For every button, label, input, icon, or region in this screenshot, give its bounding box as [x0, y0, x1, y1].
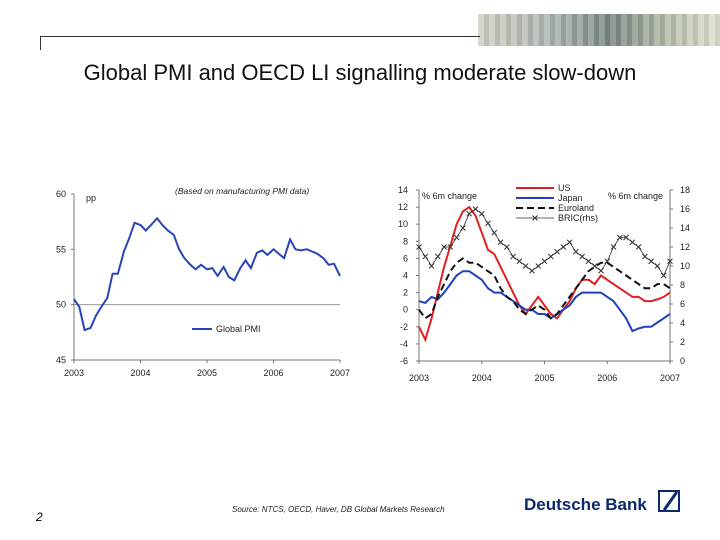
li-right-tick-label: 8 — [680, 280, 685, 290]
bric-rhs-marker — [554, 248, 560, 255]
bric-rhs-marker — [529, 267, 535, 274]
li-right-tick-label: 6 — [680, 299, 685, 309]
li-left-tick-label: 8 — [403, 236, 408, 246]
bric-rhs-marker — [485, 220, 491, 227]
bric-rhs-marker — [547, 253, 554, 260]
li-x-tick-label: 2003 — [409, 373, 429, 383]
pmi-x-tick-label: 2006 — [263, 368, 283, 378]
header-divider-tick — [40, 36, 41, 50]
li-right-axis-label: % 6m change — [608, 191, 663, 201]
bric-rhs-marker — [453, 234, 460, 241]
bric-rhs-marker — [535, 263, 542, 269]
li-left-tick-label: 14 — [398, 185, 408, 195]
bric-rhs-marker — [642, 253, 648, 260]
bric-rhs-marker — [460, 225, 466, 231]
bric-rhs-marker — [667, 258, 673, 265]
bric-rhs-marker — [466, 210, 473, 217]
li-x-tick-label: 2007 — [660, 373, 680, 383]
li-right-tick-label: 12 — [680, 242, 690, 252]
li-left-tick-label: 0 — [403, 305, 408, 315]
li-right-tick-label: 14 — [680, 223, 690, 233]
header-divider — [40, 36, 480, 37]
bric-rhs-marker — [648, 258, 655, 265]
bric-rhs-marker — [629, 239, 636, 246]
li-x-tick-label: 2004 — [472, 373, 492, 383]
brand-name: Deutsche Bank — [524, 495, 647, 514]
bric-rhs-marker — [660, 272, 667, 279]
bric-rhs-marker — [522, 263, 529, 269]
brand-logo-icon — [658, 490, 680, 512]
pmi-x-tick-label: 2005 — [197, 368, 217, 378]
li-left-tick-label: 2 — [403, 288, 408, 298]
bric-rhs-marker — [428, 263, 435, 269]
bric-rhs-marker — [503, 244, 510, 250]
bric-rhs-marker — [434, 253, 441, 260]
page-number: 2 — [36, 510, 43, 524]
bric-rhs-marker — [447, 244, 454, 250]
li-left-tick-label: 6 — [403, 253, 408, 263]
pmi-unit-label: pp — [86, 193, 96, 203]
euroland-legend-label: Euroland — [558, 203, 594, 213]
li-right-tick-label: 16 — [680, 204, 690, 214]
bric-rhs-marker — [497, 239, 504, 246]
li-left-tick-label: 12 — [398, 202, 408, 212]
pmi-y-tick-label: 60 — [56, 189, 66, 199]
bric-rhs-marker — [491, 229, 498, 236]
bric-rhs-marker — [604, 258, 611, 265]
bric-rhs-marker — [623, 234, 629, 241]
bric-rhs-marker — [441, 244, 447, 250]
li-x-tick-label: 2005 — [534, 373, 554, 383]
li-right-tick-label: 18 — [680, 185, 690, 195]
us-legend-label: US — [558, 183, 571, 193]
li-right-tick-label: 2 — [680, 337, 685, 347]
bric-rhs-marker — [635, 244, 642, 250]
li-left-tick-label: -2 — [400, 322, 408, 332]
bric-rhs-marker — [422, 253, 429, 260]
pmi-legend-label: Global PMI — [216, 324, 261, 334]
us-line — [418, 205, 671, 343]
li-left-axis-label: % 6m change — [422, 191, 477, 201]
li-left-tick-label: 4 — [403, 271, 408, 281]
japan-legend-label: Japan — [558, 193, 583, 203]
pmi-note: (Based on manufacturing PMI data) — [175, 186, 309, 196]
li-x-tick-label: 2006 — [597, 373, 617, 383]
euroland-line — [418, 257, 671, 320]
bric-rhs-marker — [560, 244, 567, 250]
pmi-x-tick-label: 2003 — [64, 368, 84, 378]
bric-rhs-marker — [516, 258, 523, 265]
bric-rhs-marker — [610, 244, 617, 250]
bric-rhs-legend-marker — [532, 215, 538, 221]
bric-rhs-marker — [541, 258, 548, 265]
pmi-x-tick-label: 2007 — [330, 368, 350, 378]
li-left-tick-label: 10 — [398, 219, 408, 229]
source-note: Source: NTCS, OECD, Haver, DB Global Mar… — [232, 505, 445, 514]
header-banner-image — [478, 14, 720, 46]
li-right-tick-label: 0 — [680, 356, 685, 366]
bric-rhs-marker — [598, 267, 604, 274]
bric-rhs-marker — [472, 206, 479, 212]
bric-rhs-marker — [591, 263, 598, 269]
pmi-x-tick-label: 2004 — [130, 368, 150, 378]
bric-rhs-marker — [566, 239, 573, 246]
slide-title: Global PMI and OECD LI signalling modera… — [83, 60, 637, 85]
pmi-y-tick-label: 50 — [56, 300, 66, 310]
bric-rhs-marker — [654, 263, 661, 269]
bric-rhs-marker — [573, 248, 579, 255]
li-left-tick-label: -6 — [400, 356, 408, 366]
japan-line — [418, 270, 671, 333]
bric-rhs-marker — [616, 234, 623, 241]
li-right-tick-label: 10 — [680, 261, 690, 271]
global-pmi-line — [73, 216, 341, 332]
bric-rhs-marker — [579, 253, 586, 260]
li-left-tick-label: -4 — [400, 339, 408, 349]
pmi-y-tick-label: 55 — [56, 244, 66, 254]
bric-rhs-marker — [478, 210, 485, 217]
bric-rhs-marker — [585, 258, 592, 265]
bric-rhs-marker — [510, 253, 516, 260]
bric-rhs-legend-label: BRIC(rhs) — [558, 213, 598, 223]
pmi-y-tick-label: 45 — [56, 355, 66, 365]
li-right-tick-label: 4 — [680, 318, 685, 328]
bric-rhs-marker — [416, 244, 422, 250]
